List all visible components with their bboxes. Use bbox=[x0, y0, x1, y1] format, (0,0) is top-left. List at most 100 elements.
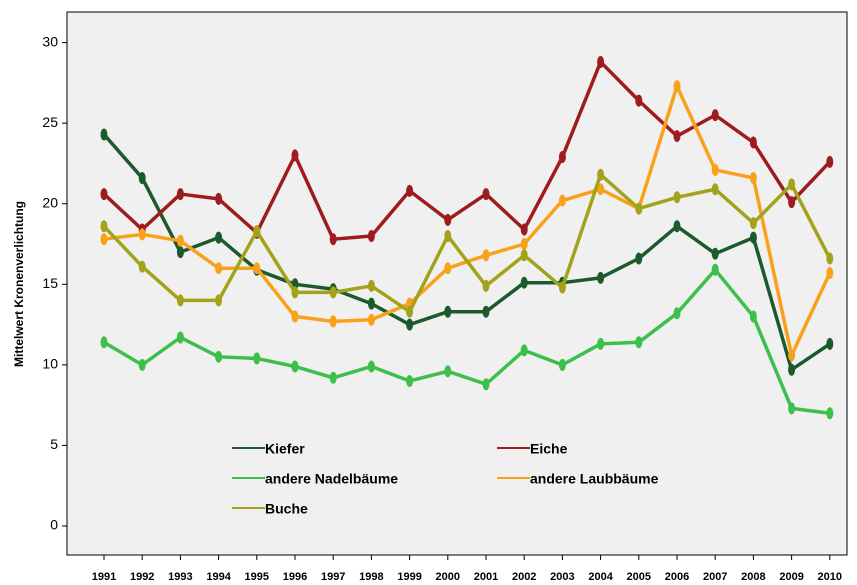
point bbox=[444, 305, 452, 318]
y-tick-label: 25 bbox=[42, 114, 58, 130]
point bbox=[749, 310, 757, 323]
point bbox=[558, 151, 566, 164]
point bbox=[520, 276, 528, 289]
point bbox=[788, 349, 796, 362]
point bbox=[406, 318, 414, 331]
x-tick-label: 1996 bbox=[283, 571, 307, 583]
point bbox=[176, 294, 184, 307]
point bbox=[673, 307, 681, 320]
point bbox=[826, 337, 834, 350]
point bbox=[444, 229, 452, 242]
legend-label: Buche bbox=[265, 501, 308, 517]
point bbox=[100, 220, 108, 233]
x-tick-label: 1995 bbox=[245, 571, 269, 583]
point bbox=[291, 310, 299, 323]
y-tick-label: 15 bbox=[42, 275, 58, 291]
x-tick-label: 2002 bbox=[512, 571, 536, 583]
series-line bbox=[103, 268, 831, 415]
legend-label: Kiefer bbox=[265, 441, 305, 457]
point bbox=[635, 94, 643, 107]
point bbox=[558, 194, 566, 207]
point bbox=[482, 305, 490, 318]
y-tick-label: 30 bbox=[42, 33, 58, 49]
point bbox=[711, 183, 719, 196]
point bbox=[406, 305, 414, 318]
y-tick-label: 10 bbox=[42, 356, 58, 372]
point bbox=[176, 331, 184, 344]
point bbox=[444, 213, 452, 226]
point bbox=[406, 374, 414, 387]
point bbox=[367, 229, 375, 242]
point bbox=[749, 217, 757, 230]
x-tick-label: 1999 bbox=[397, 571, 421, 583]
point bbox=[520, 249, 528, 262]
point bbox=[788, 196, 796, 209]
point bbox=[138, 171, 146, 184]
point bbox=[826, 252, 834, 265]
point bbox=[100, 128, 108, 141]
point bbox=[558, 281, 566, 294]
point bbox=[138, 358, 146, 371]
point bbox=[482, 378, 490, 391]
point bbox=[444, 262, 452, 275]
point bbox=[635, 202, 643, 215]
point bbox=[291, 149, 299, 162]
x-tick-label: 2000 bbox=[436, 571, 460, 583]
point bbox=[788, 402, 796, 415]
point bbox=[291, 360, 299, 373]
point bbox=[673, 191, 681, 204]
series-line bbox=[102, 60, 832, 241]
legend-label: andere Laubbäume bbox=[530, 471, 659, 487]
point bbox=[176, 188, 184, 201]
point bbox=[673, 130, 681, 143]
legend-label: andere Nadelbäume bbox=[265, 471, 398, 487]
point bbox=[711, 247, 719, 260]
point bbox=[367, 279, 375, 292]
point bbox=[482, 249, 490, 262]
x-tick-label: 1991 bbox=[92, 571, 116, 583]
point bbox=[520, 238, 528, 251]
point bbox=[635, 336, 643, 349]
point bbox=[711, 109, 719, 122]
series-line bbox=[102, 172, 832, 314]
point bbox=[635, 252, 643, 265]
point bbox=[597, 168, 605, 181]
point bbox=[215, 231, 223, 244]
point bbox=[138, 260, 146, 273]
plot-area bbox=[66, 11, 848, 556]
point bbox=[329, 286, 337, 299]
point bbox=[253, 225, 261, 238]
point bbox=[176, 234, 184, 247]
point bbox=[100, 188, 108, 201]
point bbox=[520, 223, 528, 236]
point bbox=[788, 178, 796, 191]
point bbox=[673, 80, 681, 93]
point bbox=[711, 163, 719, 176]
point bbox=[597, 183, 605, 196]
x-tick-label: 1993 bbox=[168, 571, 192, 583]
x-tick-label: 2005 bbox=[627, 571, 651, 583]
point bbox=[482, 188, 490, 201]
point bbox=[215, 192, 223, 205]
point bbox=[100, 336, 108, 349]
point bbox=[215, 262, 223, 275]
x-tick-label: 2008 bbox=[741, 571, 765, 583]
x-tick-label: 1994 bbox=[206, 571, 231, 583]
x-tick-label: 2003 bbox=[550, 571, 574, 583]
legend-label: Eiche bbox=[530, 441, 568, 457]
point bbox=[826, 407, 834, 420]
point bbox=[100, 233, 108, 246]
point bbox=[329, 371, 337, 384]
series-line bbox=[102, 133, 831, 372]
point bbox=[520, 344, 528, 357]
point bbox=[711, 263, 719, 276]
point bbox=[329, 315, 337, 328]
point bbox=[788, 363, 796, 376]
point bbox=[329, 233, 337, 246]
point bbox=[597, 337, 605, 350]
point bbox=[367, 360, 375, 373]
point bbox=[597, 271, 605, 284]
point bbox=[406, 184, 414, 197]
x-tick-label: 2001 bbox=[474, 571, 498, 583]
